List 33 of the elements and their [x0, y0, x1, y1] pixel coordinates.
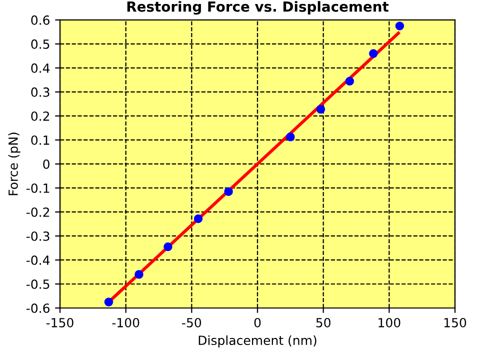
point: [134, 270, 144, 279]
x-tick-label: 100: [378, 318, 400, 328]
point: [224, 187, 233, 196]
point: [164, 242, 172, 252]
chart-title: Restoring Force vs. Displacement: [127, 1, 389, 15]
point: [316, 104, 326, 114]
y-tick-label: -0.6: [26, 303, 50, 313]
y-tick-label: 0.6: [31, 15, 50, 25]
point: [104, 298, 114, 306]
y-tick-label: -0.3: [26, 231, 50, 241]
point: [368, 49, 378, 58]
y-tick-label: 0.5: [31, 39, 50, 49]
point: [286, 132, 295, 142]
point: [194, 214, 203, 224]
y-tick-label: -0.4: [26, 255, 50, 265]
y-tick-label: -0.5: [26, 279, 50, 289]
x-tick-label: -150: [46, 318, 74, 328]
y-tick-label: -0.1: [26, 183, 50, 193]
x-tick-label: -100: [112, 318, 140, 328]
y-tick-label: 0.1: [31, 135, 50, 145]
x-tick-label: -50: [182, 318, 202, 328]
y-tick-label: 0.2: [31, 111, 50, 121]
y-tick-label: -0.2: [26, 207, 50, 217]
y-tick-label: 0: [43, 159, 50, 169]
point: [395, 22, 404, 30]
x-tick-label: 0: [254, 318, 261, 328]
y-axis-title: Force (pN): [8, 132, 20, 196]
point: [345, 76, 354, 86]
x-axis-title: Displacement (nm): [198, 335, 316, 348]
y-tick-label: 0.4: [31, 63, 50, 73]
y-tick-label: 0.3: [31, 87, 50, 97]
x-tick-label: 150: [444, 318, 466, 328]
x-tick-label: 50: [316, 318, 330, 328]
